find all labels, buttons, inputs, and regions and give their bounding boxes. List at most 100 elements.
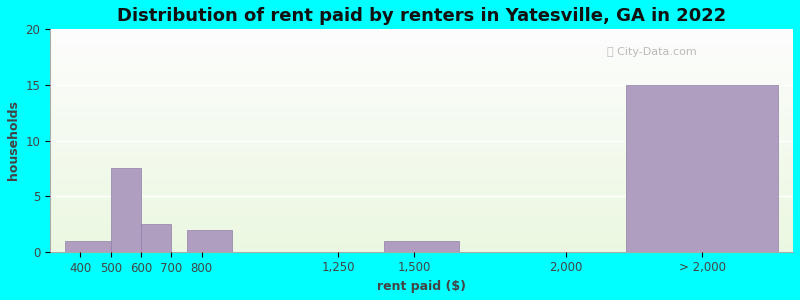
Bar bbox=[50, 98, 793, 99]
Bar bbox=[50, 171, 793, 172]
Bar bbox=[50, 220, 793, 222]
Bar bbox=[50, 50, 793, 52]
Bar bbox=[50, 181, 793, 182]
Bar bbox=[50, 82, 793, 83]
Bar bbox=[50, 204, 793, 205]
Bar bbox=[50, 39, 793, 41]
Bar bbox=[50, 123, 793, 124]
Bar bbox=[50, 184, 793, 185]
Bar bbox=[50, 143, 793, 144]
Bar bbox=[50, 248, 793, 250]
Bar bbox=[50, 122, 793, 123]
Bar bbox=[50, 114, 793, 115]
Bar bbox=[50, 130, 793, 132]
Bar bbox=[384, 241, 459, 252]
Bar bbox=[50, 137, 793, 138]
Bar bbox=[50, 246, 793, 247]
Bar bbox=[50, 57, 793, 58]
Bar bbox=[50, 224, 793, 225]
Bar bbox=[50, 44, 793, 45]
Bar bbox=[50, 86, 793, 87]
Bar bbox=[50, 228, 793, 230]
Bar bbox=[50, 59, 793, 60]
Bar bbox=[50, 218, 793, 220]
Bar bbox=[50, 37, 793, 38]
Bar bbox=[50, 223, 793, 224]
Bar bbox=[50, 30, 793, 31]
Bar bbox=[50, 244, 793, 245]
Bar bbox=[50, 74, 793, 75]
Bar bbox=[50, 136, 793, 137]
Bar bbox=[50, 205, 793, 206]
Bar bbox=[50, 105, 793, 106]
Bar bbox=[50, 91, 793, 92]
Bar bbox=[50, 236, 793, 237]
Text: Ⓢ City-Data.com: Ⓢ City-Data.com bbox=[607, 47, 697, 57]
Bar bbox=[50, 70, 793, 72]
Bar bbox=[50, 225, 793, 226]
Bar bbox=[50, 46, 793, 47]
Bar bbox=[50, 195, 793, 196]
Bar bbox=[50, 99, 793, 101]
Bar bbox=[50, 162, 793, 163]
Bar bbox=[50, 234, 793, 235]
Bar bbox=[50, 54, 793, 55]
Bar bbox=[50, 243, 793, 244]
Bar bbox=[50, 87, 793, 88]
Bar bbox=[50, 92, 793, 93]
Bar bbox=[50, 222, 793, 223]
Bar bbox=[50, 52, 793, 54]
Bar bbox=[50, 56, 793, 57]
Bar bbox=[50, 112, 793, 113]
Bar bbox=[50, 72, 793, 73]
Bar bbox=[50, 80, 793, 82]
Bar bbox=[50, 95, 793, 96]
Bar bbox=[50, 241, 793, 242]
Bar bbox=[50, 78, 793, 79]
Bar bbox=[141, 224, 171, 252]
Bar bbox=[50, 61, 793, 63]
Bar bbox=[50, 187, 793, 188]
Bar bbox=[50, 209, 793, 211]
Bar bbox=[50, 104, 793, 105]
Bar bbox=[50, 198, 793, 200]
Bar bbox=[50, 76, 793, 77]
Bar bbox=[50, 34, 793, 35]
Bar bbox=[50, 192, 793, 193]
Bar bbox=[50, 233, 793, 234]
Bar bbox=[50, 168, 793, 169]
Bar bbox=[50, 45, 793, 46]
Bar bbox=[50, 106, 793, 107]
Bar bbox=[50, 155, 793, 156]
Bar bbox=[50, 64, 793, 65]
Bar bbox=[50, 154, 793, 155]
Bar bbox=[50, 185, 793, 186]
Bar bbox=[50, 182, 793, 183]
X-axis label: rent paid ($): rent paid ($) bbox=[377, 280, 466, 293]
Bar bbox=[50, 212, 793, 213]
Bar bbox=[50, 144, 793, 145]
Bar bbox=[50, 32, 793, 33]
Bar bbox=[50, 145, 793, 146]
Bar bbox=[50, 89, 793, 91]
Bar bbox=[50, 69, 793, 70]
Bar bbox=[50, 29, 793, 30]
Bar bbox=[50, 208, 793, 209]
Bar bbox=[50, 133, 793, 134]
Bar bbox=[50, 200, 793, 201]
Bar bbox=[50, 151, 793, 152]
Bar bbox=[50, 96, 793, 97]
Bar bbox=[50, 245, 793, 246]
Bar bbox=[50, 196, 793, 197]
Bar bbox=[50, 179, 793, 181]
Bar bbox=[50, 49, 793, 50]
Bar bbox=[50, 217, 793, 218]
Bar bbox=[50, 164, 793, 165]
Bar bbox=[50, 163, 793, 164]
Bar bbox=[50, 177, 793, 178]
Bar bbox=[50, 115, 793, 116]
Bar bbox=[50, 68, 793, 69]
Bar bbox=[50, 142, 793, 143]
Bar bbox=[50, 40, 793, 41]
Bar bbox=[50, 83, 793, 84]
